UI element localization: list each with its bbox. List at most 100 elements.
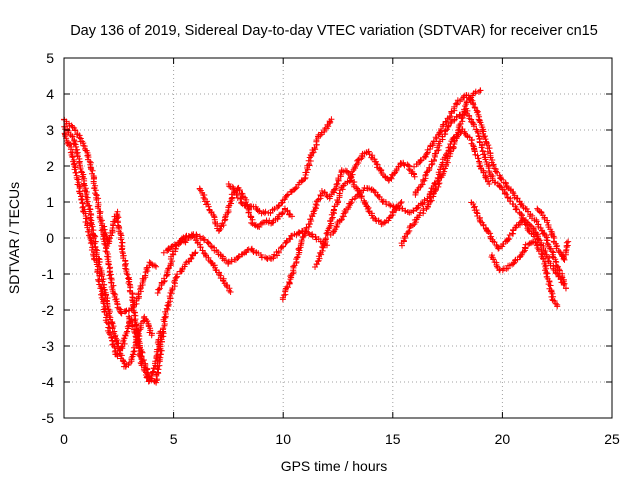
data-point-marker <box>287 236 294 243</box>
data-point-marker <box>388 175 395 182</box>
data-point-marker <box>444 126 451 133</box>
data-point-marker <box>422 172 429 179</box>
data-point-marker <box>154 369 161 376</box>
data-point-marker <box>76 134 83 141</box>
data-point-marker <box>78 196 85 203</box>
data-point-marker <box>108 334 115 341</box>
x-tick-label: 25 <box>604 431 620 447</box>
data-point-marker <box>249 247 256 254</box>
data-point-marker <box>279 294 286 301</box>
data-point-marker <box>163 305 170 312</box>
data-point-marker <box>275 248 282 255</box>
data-point-marker <box>317 132 324 139</box>
data-point-marker <box>425 201 432 208</box>
data-point-marker <box>360 187 367 194</box>
data-point-marker <box>562 285 569 292</box>
data-point-marker <box>544 219 551 226</box>
data-point-marker <box>148 377 155 384</box>
data-point-marker <box>387 202 394 209</box>
data-point-marker <box>95 205 102 212</box>
data-point-marker <box>366 151 373 158</box>
data-point-marker <box>199 247 206 254</box>
data-point-marker <box>154 289 161 296</box>
data-point-marker <box>402 207 409 214</box>
data-point-marker <box>301 175 308 182</box>
data-point-marker <box>294 254 301 261</box>
data-point-marker <box>400 159 407 166</box>
data-point-marker <box>561 256 568 263</box>
data-point-marker <box>140 357 147 364</box>
data-point-marker <box>160 249 167 256</box>
data-point-marker <box>275 203 282 210</box>
y-tick-label: 4 <box>46 86 54 102</box>
data-point-marker <box>87 216 94 223</box>
data-point-marker <box>451 138 458 145</box>
x-tick-label: 5 <box>170 431 178 447</box>
data-point-marker <box>365 208 372 215</box>
data-point-marker <box>313 260 320 267</box>
data-point-marker <box>294 254 301 261</box>
data-point-marker <box>337 217 344 224</box>
data-point-marker <box>245 209 252 216</box>
data-point-marker <box>122 308 129 315</box>
data-point-marker <box>192 249 199 256</box>
data-point-marker <box>493 168 500 175</box>
data-point-marker <box>441 168 448 175</box>
data-point-marker <box>89 223 96 230</box>
data-point-marker <box>300 233 307 240</box>
data-point-marker <box>177 239 184 246</box>
data-point-marker <box>473 209 480 216</box>
data-point-marker <box>118 310 125 317</box>
data-point-marker <box>565 238 572 245</box>
data-point-marker <box>182 233 189 240</box>
data-point-marker <box>69 154 76 161</box>
data-point-marker <box>290 263 297 270</box>
y-tick-label: 3 <box>46 122 54 138</box>
data-point-marker <box>258 220 265 227</box>
data-point-marker <box>422 153 429 160</box>
data-point-marker <box>445 144 452 151</box>
data-point-marker <box>446 114 453 121</box>
data-point-marker <box>334 180 341 187</box>
data-point-marker <box>115 340 122 347</box>
data-point-marker <box>450 143 457 150</box>
data-point-marker <box>543 236 550 243</box>
data-point-marker <box>335 198 342 205</box>
data-point-marker <box>493 261 500 268</box>
data-point-marker <box>342 167 349 174</box>
data-point-marker <box>471 148 478 155</box>
data-point-marker <box>108 232 115 239</box>
data-point-marker <box>312 146 319 153</box>
series-track-p <box>488 238 561 310</box>
data-point-marker <box>84 152 91 159</box>
data-point-marker <box>337 171 344 178</box>
data-point-marker <box>79 193 86 200</box>
data-point-marker <box>410 207 417 214</box>
data-point-marker <box>286 279 293 286</box>
data-point-marker <box>101 287 108 294</box>
data-point-marker <box>231 188 238 195</box>
data-point-marker <box>154 376 161 383</box>
data-point-marker <box>475 129 482 136</box>
data-point-marker <box>279 210 286 217</box>
data-point-marker <box>124 328 131 335</box>
data-point-marker <box>399 205 406 212</box>
data-point-marker <box>303 169 310 176</box>
data-point-marker <box>244 247 251 254</box>
data-point-marker <box>171 241 178 248</box>
data-point-marker <box>504 184 511 191</box>
data-point-marker <box>526 222 533 229</box>
data-point-marker <box>278 200 285 207</box>
series-track-d <box>99 208 199 386</box>
data-point-marker <box>161 314 168 321</box>
data-point-marker <box>417 209 424 216</box>
data-point-marker <box>486 181 493 187</box>
data-point-marker <box>295 229 302 236</box>
x-tick-label: 15 <box>385 431 401 447</box>
data-point-marker <box>454 100 461 107</box>
data-point-marker <box>131 309 138 316</box>
data-point-marker <box>405 166 412 173</box>
data-point-marker <box>418 157 425 164</box>
data-point-marker <box>556 266 563 273</box>
data-point-marker <box>73 131 80 138</box>
